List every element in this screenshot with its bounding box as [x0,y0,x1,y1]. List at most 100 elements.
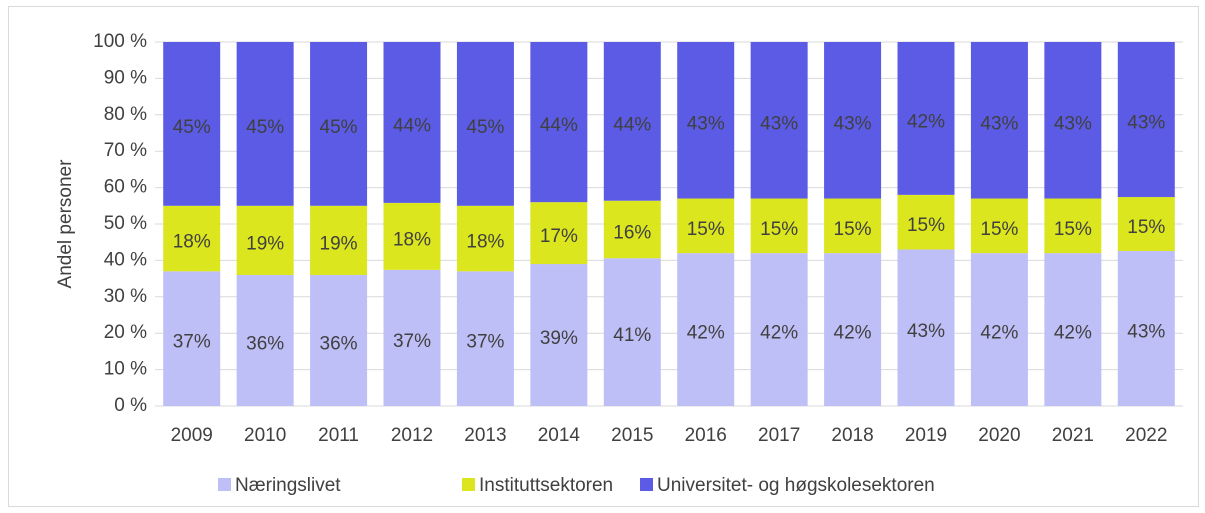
bar-segment [530,264,588,406]
data-label: 19% [320,233,358,254]
y-tick-label: 30 % [104,286,147,307]
data-label: 36% [246,333,284,354]
bar-segment [677,253,735,406]
bar-segment [530,202,588,265]
legend-swatch [640,478,653,491]
bar-segment [1117,197,1175,251]
y-tick-label: 100 % [93,31,147,52]
y-tick-label: 20 % [104,322,147,343]
data-label: 37% [466,332,504,353]
bar-segment [603,42,661,201]
data-label: 43% [760,113,798,134]
legend-swatch [462,478,475,491]
x-tick-label: 2009 [171,425,213,446]
bar-segment [163,271,221,406]
data-label: 37% [393,331,431,352]
data-label: 43% [980,113,1018,134]
y-axis-title: Andel personer [55,159,76,289]
y-tick-label: 40 % [104,249,147,270]
x-tick-label: 2011 [318,425,359,446]
bar-segment [383,42,441,203]
bar-segment [750,198,808,254]
bar-segment [897,249,955,406]
bar-segment [897,194,955,250]
y-tick-label: 60 % [104,177,147,198]
bar-segment [824,42,882,199]
data-label: 37% [173,332,211,353]
data-label: 43% [1127,113,1165,134]
bar-segment [750,253,808,406]
y-tick-label: 90 % [104,67,147,88]
bar-segment [383,202,441,270]
bar-segment [310,274,368,406]
data-label: 44% [393,115,431,136]
bar-segment [1117,250,1175,406]
bar-segment [824,253,882,406]
bar-segment [750,42,808,199]
bar-segment [456,271,514,406]
data-label: 41% [613,325,651,346]
bar-segment [236,274,294,406]
data-label: 16% [613,222,651,243]
x-tick-label: 2016 [685,425,727,446]
y-tick-label: 70 % [104,140,147,161]
bar-segment [456,205,514,272]
bar-segment [383,269,441,406]
bar-segment [1044,198,1102,254]
x-tick-label: 2014 [538,425,581,446]
x-tick-label: 2017 [758,425,800,446]
bar-segment [970,42,1028,199]
data-label: 45% [246,117,284,138]
bar-segment [163,205,221,272]
bar-segment [970,253,1028,406]
data-label: 39% [540,328,578,349]
x-tick-label: 2010 [244,425,286,446]
data-label: 43% [1054,113,1092,134]
data-label: 18% [466,232,504,253]
data-label: 45% [173,117,211,138]
x-tick-label: 2018 [831,425,873,446]
bar-segment [1044,42,1102,199]
data-label: 15% [907,215,945,236]
bar-segment [603,258,661,406]
x-tick-label: 2015 [611,425,653,446]
legend-label: Næringslivet [235,475,341,496]
data-label: 43% [907,321,945,342]
bar-segment [1117,42,1175,198]
data-label: 45% [320,117,358,138]
data-label: 42% [907,111,945,132]
y-tick-label: 80 % [104,104,147,125]
x-tick-label: 2021 [1052,425,1094,446]
bar-segment [310,42,368,206]
y-tick-label: 0 % [114,395,147,416]
bar-segment [677,198,735,254]
legend-label: Instituttsektoren [479,475,613,496]
data-label: 18% [393,229,431,250]
data-label: 43% [687,113,725,134]
data-label: 42% [760,323,798,344]
bar-segment [530,42,588,203]
legend-label: Universitet- og høgskolesektoren [657,475,935,496]
data-label: 15% [1054,219,1092,240]
data-label: 15% [980,219,1018,240]
y-tick-label: 50 % [104,213,147,234]
y-tick-label: 10 % [104,359,147,380]
data-label: 15% [760,219,798,240]
bar-segment [236,42,294,206]
data-label: 17% [540,226,578,247]
data-label: 43% [1127,321,1165,342]
bar-segment [897,42,955,195]
data-label: 15% [834,219,872,240]
bar-segment [1044,253,1102,406]
data-label: 18% [173,232,211,253]
data-label: 42% [980,323,1018,344]
data-label: 19% [246,233,284,254]
data-label: 45% [466,117,504,138]
bar-segment [603,200,661,259]
data-label: 42% [1054,323,1092,344]
data-label: 42% [687,323,725,344]
x-tick-label: 2022 [1125,425,1167,446]
data-label: 43% [834,113,872,134]
legend-swatch [218,478,231,491]
